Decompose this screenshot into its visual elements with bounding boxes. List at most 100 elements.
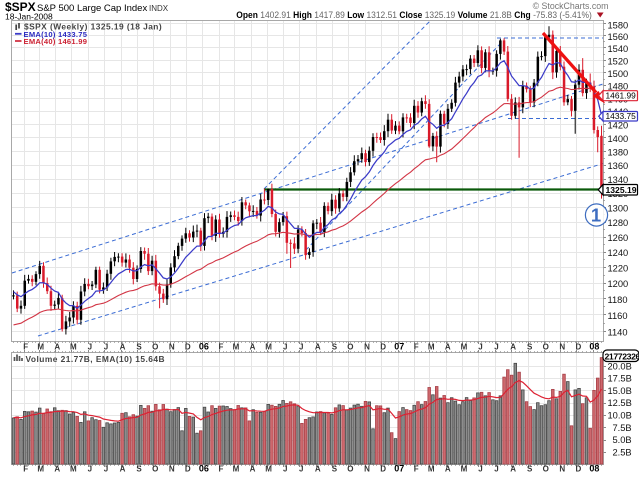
svg-text:M: M (37, 465, 44, 474)
svg-text:N: N (169, 465, 175, 474)
svg-text:M: M (265, 343, 272, 352)
svg-text:A: A (54, 465, 60, 474)
svg-text:S&P 500 Large Cap Index: S&P 500 Large Cap Index (37, 3, 147, 14)
svg-text:M: M (461, 465, 468, 474)
svg-text:F: F (23, 465, 28, 474)
svg-text:N: N (169, 343, 175, 352)
svg-text:D: D (576, 343, 582, 352)
svg-text:06: 06 (199, 464, 209, 474)
svg-text:1380: 1380 (608, 147, 629, 157)
svg-text:1220: 1220 (608, 264, 629, 274)
svg-text:1461.99: 1461.99 (606, 91, 637, 101)
svg-text:D: D (185, 343, 191, 352)
svg-text:J: J (478, 465, 482, 474)
svg-text:M: M (461, 343, 468, 352)
svg-text:12.5B: 12.5B (608, 398, 632, 408)
svg-text:N: N (559, 343, 565, 352)
svg-text:18-Jan-2008: 18-Jan-2008 (5, 12, 53, 22)
svg-text:S: S (136, 343, 142, 352)
svg-text:1520: 1520 (608, 56, 629, 66)
svg-text:S: S (527, 343, 533, 352)
svg-text:J: J (88, 465, 92, 474)
svg-text:1240: 1240 (608, 248, 629, 258)
svg-text:1140: 1140 (608, 327, 628, 337)
svg-text:A: A (510, 343, 516, 352)
svg-text:08: 08 (589, 342, 599, 352)
svg-text:J: J (283, 465, 287, 474)
svg-text:S: S (136, 465, 142, 474)
svg-text:M: M (428, 465, 435, 474)
svg-text:D: D (576, 465, 582, 474)
svg-text:1: 1 (591, 205, 601, 226)
svg-text:Volume 21.77B, EMA(10) 15.64B: Volume 21.77B, EMA(10) 15.64B (26, 354, 166, 364)
svg-text:M: M (70, 465, 77, 474)
svg-text:M: M (37, 343, 44, 352)
svg-text:J: J (104, 343, 108, 352)
svg-text:07: 07 (394, 342, 404, 352)
svg-text:2.5B: 2.5B (613, 447, 632, 457)
svg-text:N: N (364, 465, 370, 474)
svg-text:10.0B: 10.0B (608, 411, 632, 421)
svg-text:M: M (233, 343, 240, 352)
svg-text:1340: 1340 (608, 175, 629, 185)
svg-text:N: N (559, 465, 565, 474)
svg-text:S: S (527, 465, 533, 474)
svg-text:J: J (88, 343, 92, 352)
svg-text:1280: 1280 (608, 218, 629, 228)
svg-text:08: 08 (589, 464, 599, 474)
svg-text:21772326: 21772326 (605, 351, 639, 361)
svg-text:A: A (445, 465, 451, 474)
svg-text:J: J (494, 465, 498, 474)
svg-text:1325.19: 1325.19 (606, 185, 637, 195)
svg-text:A: A (315, 343, 321, 352)
svg-text:J: J (299, 343, 303, 352)
svg-text:F: F (23, 343, 28, 352)
svg-text:5.0B: 5.0B (613, 435, 632, 445)
svg-text:J: J (478, 343, 482, 352)
svg-text:1560: 1560 (608, 32, 629, 42)
svg-text:A: A (315, 465, 321, 474)
svg-text:N: N (364, 343, 370, 352)
svg-text:O: O (347, 465, 353, 474)
svg-text:D: D (380, 465, 386, 474)
svg-text:M: M (265, 465, 272, 474)
svg-text:1360: 1360 (608, 161, 629, 171)
svg-text:D: D (185, 465, 191, 474)
svg-text:20.0B: 20.0B (608, 361, 632, 371)
svg-text:A: A (445, 343, 451, 352)
svg-text:M: M (428, 343, 435, 352)
svg-text:1160: 1160 (608, 311, 628, 321)
svg-text:M: M (70, 343, 77, 352)
svg-text:J: J (299, 465, 303, 474)
svg-text:1260: 1260 (608, 233, 629, 243)
svg-text:A: A (120, 343, 126, 352)
svg-text:Open 1402.91 High 1417.89 Low: Open 1402.91 High 1417.89 Low 1312.51 Cl… (236, 10, 592, 20)
svg-text:1580: 1580 (608, 21, 629, 31)
svg-text:1400: 1400 (608, 134, 629, 144)
svg-text:O: O (152, 465, 158, 474)
svg-text:1433.75: 1433.75 (606, 111, 637, 121)
svg-text:J: J (283, 343, 287, 352)
svg-text:A: A (250, 343, 256, 352)
svg-text:EMA(40) 1461.99: EMA(40) 1461.99 (24, 37, 88, 46)
svg-text:A: A (54, 343, 60, 352)
svg-text:S: S (332, 343, 338, 352)
svg-text:O: O (152, 343, 158, 352)
svg-text:1200: 1200 (608, 279, 629, 289)
svg-text:O: O (347, 343, 353, 352)
svg-text:F: F (219, 465, 224, 474)
svg-text:1300: 1300 (608, 204, 629, 214)
svg-text:A: A (250, 465, 256, 474)
svg-text:INDX: INDX (149, 4, 169, 13)
svg-text:F: F (414, 343, 419, 352)
svg-text:A: A (510, 465, 516, 474)
svg-text:07: 07 (394, 464, 404, 474)
svg-text:1540: 1540 (608, 44, 629, 54)
svg-text:J: J (104, 465, 108, 474)
svg-text:A: A (120, 465, 126, 474)
svg-text:M: M (233, 465, 240, 474)
svg-text:J: J (494, 343, 498, 352)
svg-text:S: S (332, 465, 338, 474)
svg-text:O: O (543, 465, 549, 474)
svg-text:1180: 1180 (608, 295, 628, 305)
